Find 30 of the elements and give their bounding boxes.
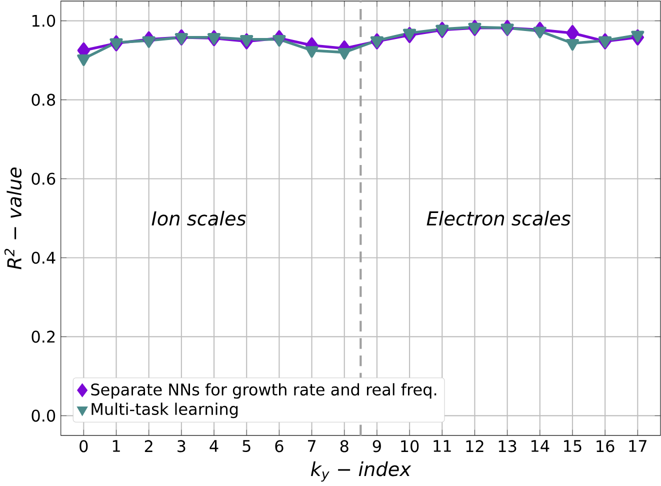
x-tick-label: 5	[242, 440, 250, 452]
x-tick-label: 3	[178, 440, 186, 452]
x-tick-label: 9	[372, 440, 381, 452]
x-tick-label: 14	[531, 440, 550, 452]
x-tick-label: 10	[401, 440, 419, 452]
x-tick-label: 2	[144, 440, 152, 452]
y-tick-label: 1.0	[32, 14, 56, 27]
x-tick-label: 11	[434, 440, 451, 452]
x-tick-label: 0	[80, 440, 88, 452]
x-tick-label: 13	[498, 440, 516, 452]
y-tick-label: 0.0	[32, 410, 56, 422]
legend-label: Separate NNs for growth rate and real freq.	[91, 383, 436, 399]
annotation: Ion scales	[152, 210, 246, 226]
y-tick-label: 0.8	[32, 94, 56, 106]
y-tick-label: 0.4	[32, 252, 56, 264]
x-tick-label: 7	[308, 440, 316, 452]
x-tick-label: 17	[629, 440, 646, 452]
x-tick-label: 15	[564, 440, 582, 452]
x-tick-label: 8	[340, 440, 348, 452]
x-tick-label: 12	[466, 440, 484, 452]
y-tick-label: 0.6	[32, 172, 56, 185]
y-tick-label: 0.2	[32, 330, 55, 343]
x-tick-label: 6	[275, 440, 284, 452]
legend-label: Multi-task learning	[92, 402, 238, 418]
annotation: Electron scales	[426, 210, 570, 226]
x-tick-label: 16	[596, 440, 614, 452]
x-axis-title: k$_{y}$ − index	[310, 461, 412, 482]
x-tick-label: 1	[112, 440, 120, 452]
x-tick-label: 4	[210, 440, 218, 452]
y-axis-title: R$^{2}$ − value	[4, 167, 22, 270]
